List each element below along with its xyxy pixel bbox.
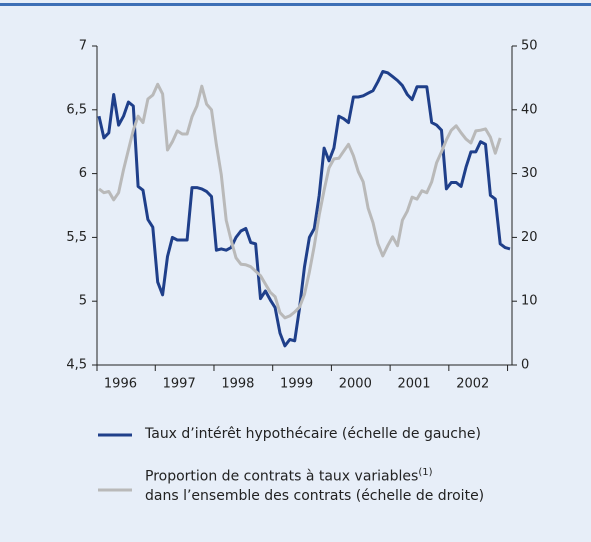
legend-label-line: dans l’ensemble des contrats (échelle de… (145, 487, 485, 504)
y-tick-label: 5,5 (66, 230, 87, 245)
footnote-marker: (1) (418, 467, 433, 478)
y-tick-label: 6,5 (66, 102, 87, 117)
x-tick-label: 1996 (104, 377, 137, 392)
x-tick-label: 2002 (456, 377, 489, 392)
x-tick-label: 2001 (397, 377, 430, 392)
top-rule (0, 3, 591, 6)
y2-tick-label: 50 (521, 39, 538, 54)
y-tick-label: 4,5 (66, 358, 87, 373)
legend-label: Proportion de contrats à taux variables(… (145, 463, 484, 506)
y-tick-label: 6 (79, 166, 87, 181)
x-tick-label: 1997 (163, 377, 196, 392)
legend-label: Taux d’intérêt hypothécaire (échelle de … (145, 426, 481, 442)
series-line (98, 82, 502, 320)
legend-label-line: Proportion de contrats à taux variables (145, 468, 419, 485)
y-tick-label: 5 (79, 294, 87, 309)
x-tick-label: 1999 (280, 377, 313, 392)
y2-tick-label: 30 (521, 166, 538, 181)
y-tick-label: 7 (79, 39, 87, 54)
y2-tick-label: 0 (521, 358, 529, 373)
y2-tick-label: 10 (521, 294, 538, 309)
x-tick-label: 2000 (339, 377, 372, 392)
y2-tick-label: 20 (521, 230, 538, 245)
series-line (97, 70, 511, 348)
x-tick-label: 1998 (221, 377, 254, 392)
y2-tick-label: 40 (521, 102, 538, 117)
